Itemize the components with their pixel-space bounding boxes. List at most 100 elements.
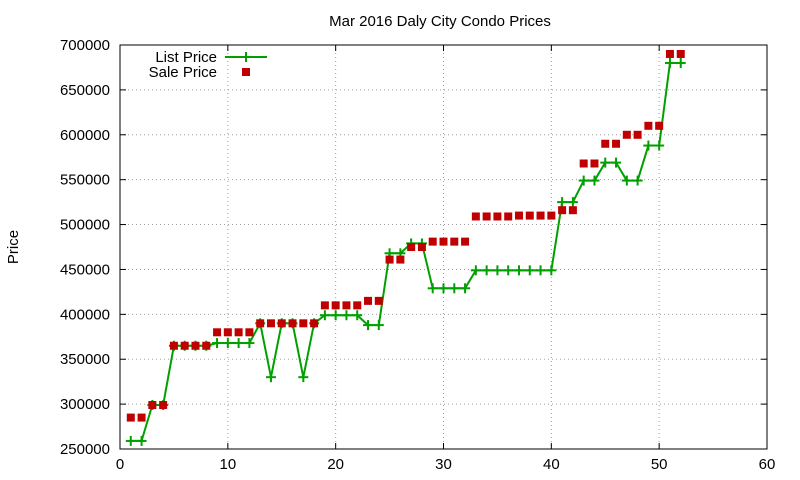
sale-price-point — [223, 328, 232, 337]
sale-price-point — [504, 212, 513, 221]
list-price-point — [470, 265, 481, 276]
list-price-point — [600, 157, 611, 168]
list-price-point — [611, 157, 622, 168]
y-tick-label: 550000 — [60, 172, 110, 189]
sale-price-point — [450, 237, 459, 246]
plot-frame — [119, 44, 768, 450]
sale-price-point — [202, 341, 211, 350]
y-tick-label: 700000 — [60, 37, 110, 54]
sale-price-point — [568, 206, 577, 215]
chart-title: Mar 2016 Daly City Condo Prices — [329, 13, 551, 30]
sale-price-point — [439, 237, 448, 246]
x-tick-label: 10 — [219, 456, 236, 473]
sale-price-point — [385, 255, 394, 264]
list-price-point — [125, 435, 136, 446]
list-price-point — [222, 338, 233, 349]
list-price-point — [503, 265, 514, 276]
y-tick-label: 300000 — [60, 396, 110, 413]
legend-label-sale-price: Sale Price — [149, 64, 217, 81]
sale-price-point — [245, 328, 254, 337]
sale-price-point — [482, 212, 491, 221]
y-tick-label: 500000 — [60, 217, 110, 234]
list-price-point — [244, 338, 255, 349]
list-price-point — [578, 175, 589, 186]
sale-price-point — [547, 211, 556, 220]
list-price-point — [492, 265, 503, 276]
sale-price-point — [180, 341, 189, 350]
list-price-point — [427, 283, 438, 294]
list-price-point — [589, 175, 600, 186]
tick-labels: 0 10 20 30 40 50 60 250000 300000 350000 400000 450… — [60, 37, 775, 473]
legend: List Price Sale Price — [149, 49, 267, 81]
sale-price-point — [407, 243, 416, 251]
sale-price-point — [655, 121, 664, 130]
list-price-point — [265, 372, 276, 383]
list-price-point — [319, 310, 330, 321]
list-price-point — [481, 265, 492, 276]
list-price-point — [675, 57, 686, 68]
sale-price-point — [159, 401, 168, 410]
y-tick-label: 450000 — [60, 261, 110, 278]
y-tick-label: 600000 — [60, 127, 110, 144]
legend-marker-sale-price — [242, 68, 250, 76]
list-price-point — [643, 140, 654, 151]
y-tick-label: 650000 — [60, 82, 110, 99]
list-price-point — [341, 310, 352, 321]
list-price-point — [298, 372, 309, 383]
list-price-point — [373, 320, 384, 331]
sale-price-point — [590, 159, 599, 168]
list-price-point — [632, 175, 643, 186]
list-price-point — [567, 197, 578, 208]
sale-price-point — [266, 319, 275, 328]
sale-price-point — [299, 319, 308, 328]
y-tick-label: 400000 — [60, 306, 110, 323]
list-price-point — [557, 197, 568, 208]
x-tick-label: 30 — [435, 456, 452, 473]
legend-label-list-price: List Price — [155, 49, 217, 66]
sale-price-point — [612, 139, 621, 148]
sale-price-point — [601, 139, 610, 148]
sale-price-point — [148, 401, 157, 410]
sale-price-point — [493, 212, 502, 221]
x-tick-label: 50 — [651, 456, 668, 473]
list-price-point — [546, 265, 557, 276]
sale-price-point — [342, 301, 351, 310]
sale-price-point — [514, 211, 523, 220]
list-price-point — [212, 338, 223, 349]
sale-price-point — [558, 206, 567, 215]
x-tick-label: 0 — [116, 456, 124, 473]
legend-marker-list-price — [241, 52, 251, 62]
list-price-point — [654, 140, 665, 151]
sale-price-point — [277, 319, 286, 328]
sale-price-point — [331, 301, 340, 310]
x-tick-label: 60 — [759, 456, 776, 473]
sale-price-point — [310, 319, 319, 328]
sale-price-point — [320, 301, 329, 310]
grid-lines — [120, 45, 767, 449]
y-tick-label: 250000 — [60, 441, 110, 458]
list-price-point — [136, 435, 147, 446]
sale-price-point — [364, 296, 373, 305]
sale-price-point — [665, 49, 674, 58]
sale-price-point — [137, 413, 146, 422]
list-price-point — [664, 57, 675, 68]
sale-price-point — [126, 413, 135, 422]
series-layer — [125, 49, 686, 446]
list-price-line — [130, 61, 681, 442]
list-price-point — [438, 283, 449, 294]
y-axis-label: Price — [5, 230, 22, 264]
sale-price-point — [525, 211, 534, 220]
list-price-point — [352, 310, 363, 321]
sale-price-point — [676, 49, 685, 58]
list-price-point — [621, 175, 632, 186]
sale-price-point — [417, 243, 426, 251]
sale-price-point — [396, 255, 405, 264]
sale-price-point — [234, 328, 243, 337]
sale-price-point — [374, 296, 383, 305]
sale-price-point — [256, 319, 265, 328]
sale-price-point — [353, 301, 362, 310]
list-price-point — [449, 283, 460, 294]
sale-price-point — [536, 211, 545, 220]
list-price-point — [535, 265, 546, 276]
